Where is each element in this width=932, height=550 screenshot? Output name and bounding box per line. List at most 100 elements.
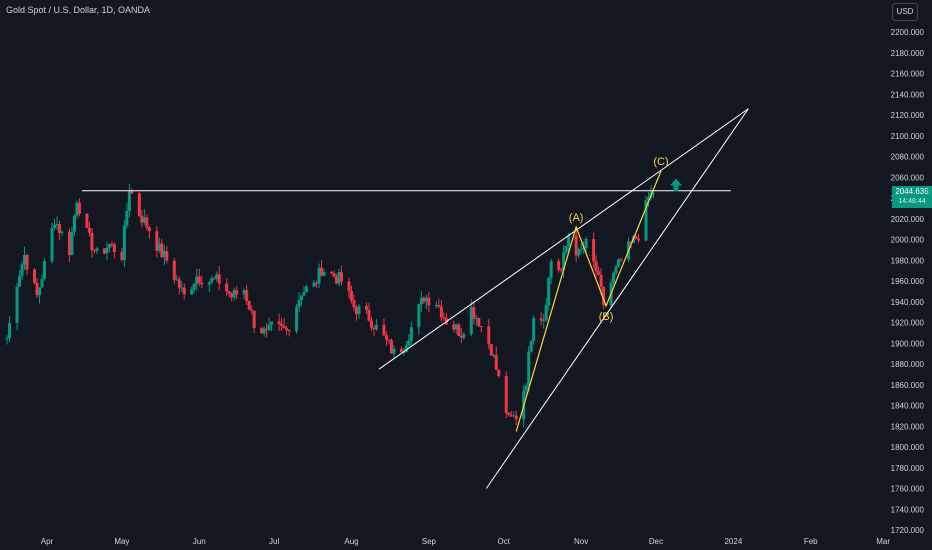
candle-body: [107, 243, 111, 248]
price-tick-label: 1960.000: [891, 277, 925, 286]
candle-body: [352, 300, 356, 308]
time-tick-label: Oct: [498, 537, 511, 546]
price-axis[interactable]: 1720.000 1740.000 1760.000 1780.000 1800.000…: [891, 28, 925, 535]
candle-body: [357, 306, 361, 315]
candle-body: [497, 369, 501, 377]
candle-body: [260, 327, 264, 334]
candle-body: [200, 282, 204, 285]
candle-body: [562, 252, 566, 271]
time-tick-label: Dec: [649, 537, 663, 546]
candle-body: [95, 248, 99, 251]
price-tick-label: 1900.000: [891, 339, 925, 348]
candle-body: [487, 326, 491, 345]
price-tick-label: 2100.000: [891, 132, 925, 141]
candle-body: [33, 269, 37, 283]
candle-body: [227, 291, 231, 294]
candle-body: [250, 309, 254, 311]
candle-body: [392, 348, 396, 354]
last-price-tag: 2044.635 14:48:44: [892, 186, 932, 208]
time-tick-label: Jul: [269, 537, 279, 546]
candle-body: [85, 213, 89, 228]
candle-body: [87, 227, 91, 233]
candle-body: [612, 272, 616, 283]
candle-body: [92, 250, 96, 252]
candle-body: [424, 297, 428, 302]
candle-body: [404, 345, 408, 353]
candle-body: [127, 191, 131, 211]
symbol-title: Gold Spot / U.S. Dollar, 1D, OANDA: [6, 5, 151, 15]
candle-body: [145, 217, 149, 228]
candle-body: [629, 241, 633, 243]
candle-body: [384, 335, 388, 340]
candle-body: [147, 227, 151, 232]
candle-body: [77, 202, 81, 214]
candle-body: [245, 290, 249, 302]
price-tick-label: 1800.000: [891, 443, 925, 452]
candle-body: [192, 283, 196, 290]
price-tick-label: 2180.000: [891, 49, 925, 58]
candle-body: [122, 225, 126, 260]
price-tick-label: 2140.000: [891, 90, 925, 99]
candle-body: [472, 307, 476, 319]
candle-body: [217, 274, 221, 284]
candle-body: [644, 200, 648, 241]
candle-body: [337, 272, 341, 284]
candle-body: [372, 327, 376, 330]
candle-body: [374, 324, 378, 330]
time-tick-label: Feb: [804, 537, 818, 546]
candle-body: [504, 376, 508, 414]
price-tick-label: 1760.000: [891, 485, 925, 494]
candle-body: [532, 318, 536, 341]
candle-body: [280, 324, 284, 327]
candle-body: [315, 282, 319, 284]
candle-body: [330, 272, 334, 274]
candle-body: [235, 290, 239, 295]
candle-body: [172, 260, 176, 280]
candle-body: [364, 306, 368, 310]
drawing-overlays: (A) (B) (C): [81, 108, 749, 489]
candle-body: [75, 202, 79, 216]
candle-body: [350, 291, 353, 301]
candle-body: [617, 259, 621, 267]
candle-body: [335, 276, 339, 284]
time-tick-label: Jun: [193, 537, 206, 546]
candle-body: [634, 236, 638, 239]
candle-body: [157, 243, 161, 251]
time-tick-label: 2024: [724, 537, 742, 546]
price-tick-label: 2200.000: [891, 28, 925, 37]
candle-body: [442, 317, 446, 319]
candle-body: [40, 278, 44, 288]
candle-body: [72, 215, 76, 232]
candle-body: [594, 261, 598, 272]
candle-body: [18, 276, 22, 287]
time-tick-label: Sep: [422, 537, 437, 546]
candle-body: [305, 286, 309, 292]
candle-body: [619, 259, 623, 261]
candle-body: [409, 327, 413, 341]
candle-body: [544, 305, 548, 321]
price-tick-label: 2080.000: [891, 153, 925, 162]
last-price-value: 2044.635: [895, 187, 929, 196]
candle-body: [582, 248, 586, 250]
price-tick-label: 1820.000: [891, 422, 925, 431]
candle-body: [190, 289, 194, 295]
price-tick-label: 1940.000: [891, 298, 925, 307]
candle-body: [142, 217, 146, 223]
candle-body: [647, 197, 651, 201]
currency-button[interactable]: USD: [892, 3, 918, 21]
candle-body: [180, 287, 184, 289]
candle-body: [417, 304, 421, 328]
candle-body: [507, 413, 511, 415]
elliott-wave-path: [515, 170, 662, 432]
candle-body: [137, 193, 141, 217]
candle-body: [5, 338, 9, 340]
candle-body: [577, 249, 581, 256]
price-tick-label: 2160.000: [891, 70, 925, 79]
candle-body: [165, 251, 169, 261]
candle-body: [197, 276, 201, 283]
candle-body: [210, 278, 214, 283]
wave-label: (C): [653, 156, 668, 168]
candle-body: [539, 318, 543, 321]
time-axis[interactable]: Apr May Jun Jul Aug Sep Oct Nov Dec 2024 Feb Mar: [41, 537, 891, 546]
